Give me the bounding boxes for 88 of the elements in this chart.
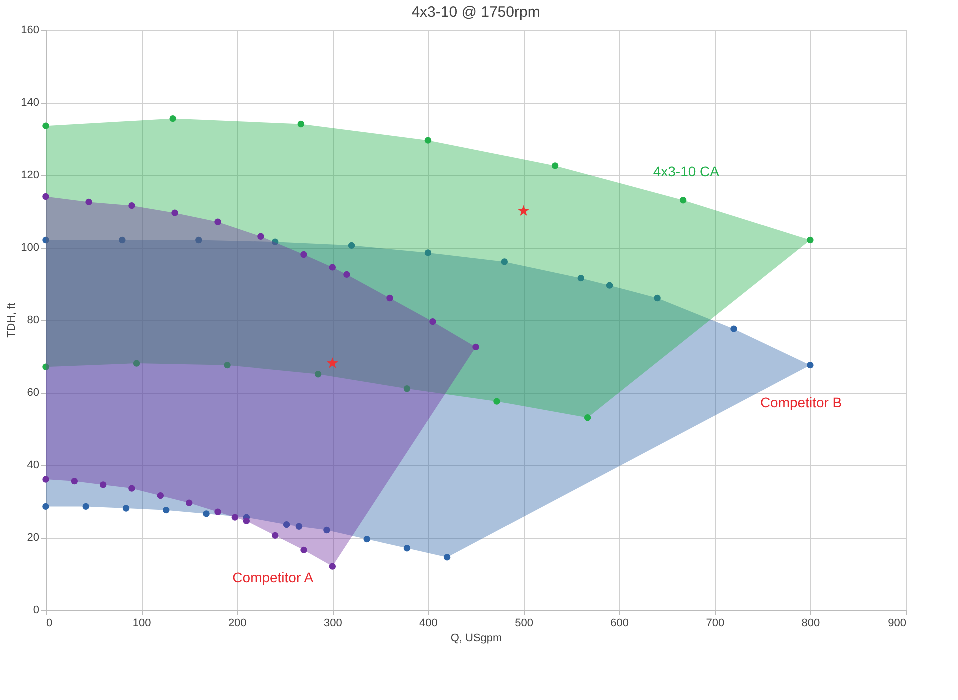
y-tick-label: 100 (21, 242, 40, 254)
point (163, 506, 170, 514)
point (186, 500, 193, 506)
point (258, 233, 264, 240)
point (232, 514, 239, 521)
y-tick-label: 80 (27, 314, 40, 326)
point (300, 546, 308, 554)
point (119, 236, 126, 244)
point (518, 205, 530, 216)
point (386, 294, 394, 302)
point (272, 238, 279, 246)
x-tick-label: 800 (802, 618, 820, 630)
point (272, 532, 279, 540)
point (82, 503, 90, 510)
point (430, 318, 436, 326)
point (42, 503, 50, 510)
point (243, 518, 250, 525)
point (128, 202, 136, 210)
point (42, 364, 50, 370)
point (327, 358, 338, 368)
point (552, 162, 559, 170)
point (494, 398, 500, 405)
series-label: 4x3-10 CA (653, 163, 720, 180)
point (730, 326, 738, 332)
point (283, 521, 290, 528)
point (42, 122, 50, 130)
point (128, 485, 136, 492)
point (584, 414, 592, 422)
y-tick-label: 160 (21, 24, 40, 36)
point (314, 371, 322, 378)
x-tick-label: 0 (46, 618, 53, 630)
point (133, 360, 140, 367)
x-tick-label: 900 (888, 618, 906, 630)
x-tick-label: 300 (324, 618, 342, 630)
point (42, 476, 50, 483)
point (444, 554, 451, 561)
point (329, 264, 336, 271)
point (404, 386, 411, 392)
point (214, 218, 222, 226)
point (300, 251, 308, 258)
y-tick-label: 60 (27, 387, 40, 399)
point (214, 508, 222, 516)
x-tick-label: 500 (515, 618, 534, 630)
point (680, 197, 687, 204)
x-tick-label: 200 (228, 618, 247, 630)
point (578, 274, 584, 282)
point (170, 115, 176, 122)
point (42, 236, 50, 244)
y-tick-label: 0 (33, 604, 40, 616)
point (654, 294, 661, 302)
point (196, 236, 202, 244)
point (404, 545, 411, 552)
x-tick-label: 700 (706, 618, 725, 630)
point (344, 271, 350, 278)
point (501, 258, 508, 266)
point (329, 563, 336, 570)
point (157, 492, 164, 500)
point (348, 242, 356, 250)
point (807, 236, 814, 244)
point (296, 523, 303, 530)
point (172, 210, 178, 216)
series-label: Competitor A (232, 570, 314, 586)
x-tick-label: 400 (420, 618, 438, 630)
chart-title: 4x3-10 @ 1750rpm (412, 4, 540, 21)
y-tick-label: 120 (21, 170, 40, 182)
point (324, 526, 330, 534)
point (100, 482, 107, 488)
y-tick-label: 20 (27, 532, 40, 544)
point (71, 478, 78, 485)
point (424, 250, 432, 256)
point (203, 510, 210, 518)
point (807, 362, 814, 369)
x-tick-label: 100 (132, 618, 152, 630)
point (122, 505, 130, 512)
x-tick-label: 600 (610, 618, 630, 630)
point (42, 193, 50, 200)
y-tick-label: 140 (21, 97, 40, 109)
x-axis-title: Q, USgpm (450, 632, 502, 644)
point (224, 362, 231, 369)
y-axis-title: TDH, ft (6, 303, 18, 338)
y-tick-label: 40 (27, 460, 40, 472)
point (86, 198, 92, 206)
point (424, 137, 432, 144)
point (472, 344, 480, 351)
point (298, 120, 304, 128)
point (606, 282, 614, 289)
series-label: Competitor B (760, 394, 842, 410)
point (364, 536, 370, 543)
